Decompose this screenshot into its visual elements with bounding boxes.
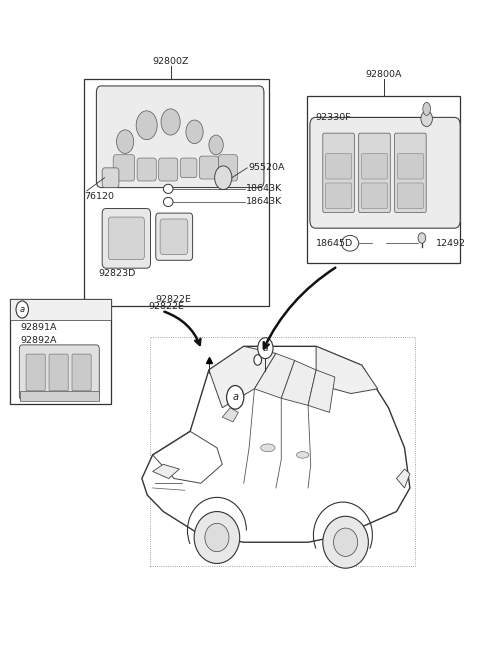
Text: 92822E: 92822E bbox=[155, 295, 191, 304]
FancyBboxPatch shape bbox=[160, 219, 188, 254]
FancyBboxPatch shape bbox=[19, 345, 99, 400]
Text: 12492: 12492 bbox=[436, 238, 466, 248]
Polygon shape bbox=[254, 353, 295, 398]
FancyBboxPatch shape bbox=[395, 133, 426, 212]
Text: 76120: 76120 bbox=[84, 192, 114, 201]
Text: a: a bbox=[232, 392, 238, 402]
FancyBboxPatch shape bbox=[72, 354, 91, 391]
Ellipse shape bbox=[297, 451, 309, 458]
Text: 18643K: 18643K bbox=[246, 198, 282, 206]
Polygon shape bbox=[142, 346, 410, 542]
Polygon shape bbox=[209, 346, 276, 408]
FancyBboxPatch shape bbox=[108, 217, 144, 260]
Polygon shape bbox=[222, 408, 239, 422]
FancyBboxPatch shape bbox=[10, 299, 111, 404]
Text: 92800A: 92800A bbox=[365, 70, 402, 79]
Ellipse shape bbox=[261, 444, 275, 452]
Circle shape bbox=[258, 338, 273, 359]
Text: a: a bbox=[20, 305, 25, 314]
FancyBboxPatch shape bbox=[199, 156, 218, 179]
FancyBboxPatch shape bbox=[49, 354, 68, 391]
Ellipse shape bbox=[423, 102, 431, 116]
FancyBboxPatch shape bbox=[102, 168, 119, 187]
FancyBboxPatch shape bbox=[359, 133, 390, 212]
Circle shape bbox=[421, 111, 432, 127]
Text: 95520A: 95520A bbox=[248, 164, 285, 172]
Text: 92800Z: 92800Z bbox=[152, 57, 189, 66]
FancyBboxPatch shape bbox=[10, 299, 111, 320]
FancyBboxPatch shape bbox=[323, 133, 354, 212]
FancyBboxPatch shape bbox=[325, 183, 351, 208]
Text: 92330F: 92330F bbox=[316, 113, 351, 122]
FancyBboxPatch shape bbox=[218, 155, 238, 181]
FancyBboxPatch shape bbox=[397, 154, 423, 179]
Text: a: a bbox=[263, 344, 268, 353]
Circle shape bbox=[186, 120, 203, 144]
Circle shape bbox=[215, 166, 232, 189]
FancyBboxPatch shape bbox=[102, 208, 151, 268]
FancyBboxPatch shape bbox=[310, 118, 460, 228]
Circle shape bbox=[209, 135, 223, 155]
Circle shape bbox=[117, 130, 134, 154]
Polygon shape bbox=[316, 346, 378, 394]
Circle shape bbox=[254, 355, 262, 365]
FancyBboxPatch shape bbox=[180, 158, 197, 177]
Text: 18643K: 18643K bbox=[246, 185, 282, 193]
Polygon shape bbox=[396, 469, 410, 488]
FancyBboxPatch shape bbox=[113, 155, 135, 181]
Polygon shape bbox=[308, 370, 335, 413]
Polygon shape bbox=[281, 361, 316, 405]
Polygon shape bbox=[153, 464, 180, 478]
Ellipse shape bbox=[163, 197, 173, 206]
FancyBboxPatch shape bbox=[84, 79, 269, 306]
FancyBboxPatch shape bbox=[20, 392, 99, 401]
Ellipse shape bbox=[334, 528, 358, 556]
Circle shape bbox=[136, 111, 157, 140]
FancyBboxPatch shape bbox=[361, 183, 387, 208]
Ellipse shape bbox=[194, 512, 240, 564]
Text: 18645D: 18645D bbox=[316, 238, 353, 248]
Circle shape bbox=[161, 109, 180, 135]
Ellipse shape bbox=[341, 235, 359, 251]
Ellipse shape bbox=[163, 184, 173, 193]
Text: 92891A: 92891A bbox=[21, 323, 57, 332]
FancyBboxPatch shape bbox=[307, 96, 460, 263]
Circle shape bbox=[418, 233, 426, 243]
FancyBboxPatch shape bbox=[137, 158, 156, 181]
Ellipse shape bbox=[323, 516, 368, 568]
Circle shape bbox=[16, 301, 28, 318]
FancyBboxPatch shape bbox=[325, 154, 351, 179]
FancyBboxPatch shape bbox=[158, 158, 178, 181]
FancyBboxPatch shape bbox=[26, 354, 45, 391]
Circle shape bbox=[227, 386, 244, 409]
Text: 92823D: 92823D bbox=[99, 269, 136, 279]
Text: 92822E: 92822E bbox=[148, 302, 184, 311]
FancyBboxPatch shape bbox=[156, 213, 192, 260]
Ellipse shape bbox=[205, 524, 229, 552]
Text: 92892A: 92892A bbox=[21, 336, 57, 345]
FancyBboxPatch shape bbox=[96, 86, 264, 187]
FancyBboxPatch shape bbox=[361, 154, 387, 179]
FancyBboxPatch shape bbox=[397, 183, 423, 208]
